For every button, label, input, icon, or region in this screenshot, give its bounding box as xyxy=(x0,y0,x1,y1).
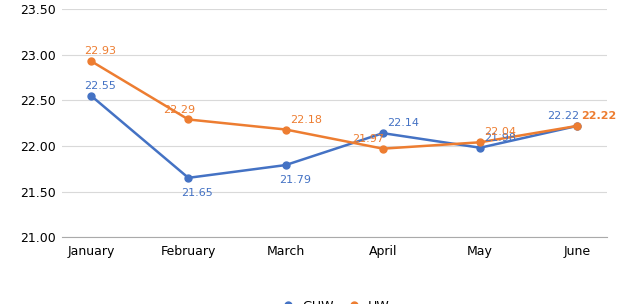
GHW xyxy=(477,146,484,150)
HW xyxy=(379,147,387,150)
Line: GHW: GHW xyxy=(88,92,581,181)
Text: 22.14: 22.14 xyxy=(387,118,419,128)
HW xyxy=(574,124,581,128)
Line: HW: HW xyxy=(88,58,581,152)
HW xyxy=(184,118,192,121)
GHW xyxy=(282,163,289,167)
GHW xyxy=(379,131,387,135)
Legend: GHW, HW: GHW, HW xyxy=(274,295,395,304)
Text: 22.93: 22.93 xyxy=(84,46,116,56)
Text: 21.79: 21.79 xyxy=(279,175,311,185)
Text: 21.97: 21.97 xyxy=(352,134,384,144)
Text: 22.22: 22.22 xyxy=(582,111,617,121)
HW xyxy=(477,140,484,144)
Text: 21.98: 21.98 xyxy=(484,133,516,143)
Text: 21.65: 21.65 xyxy=(181,188,213,198)
HW xyxy=(282,128,289,131)
Text: 22.22: 22.22 xyxy=(547,111,579,121)
HW xyxy=(87,59,95,63)
Text: 22.18: 22.18 xyxy=(290,115,322,125)
Text: 22.29: 22.29 xyxy=(163,105,196,115)
GHW xyxy=(184,176,192,180)
Text: 22.55: 22.55 xyxy=(84,81,116,91)
GHW xyxy=(87,94,95,98)
Text: 22.04: 22.04 xyxy=(484,127,516,137)
GHW xyxy=(574,124,581,128)
